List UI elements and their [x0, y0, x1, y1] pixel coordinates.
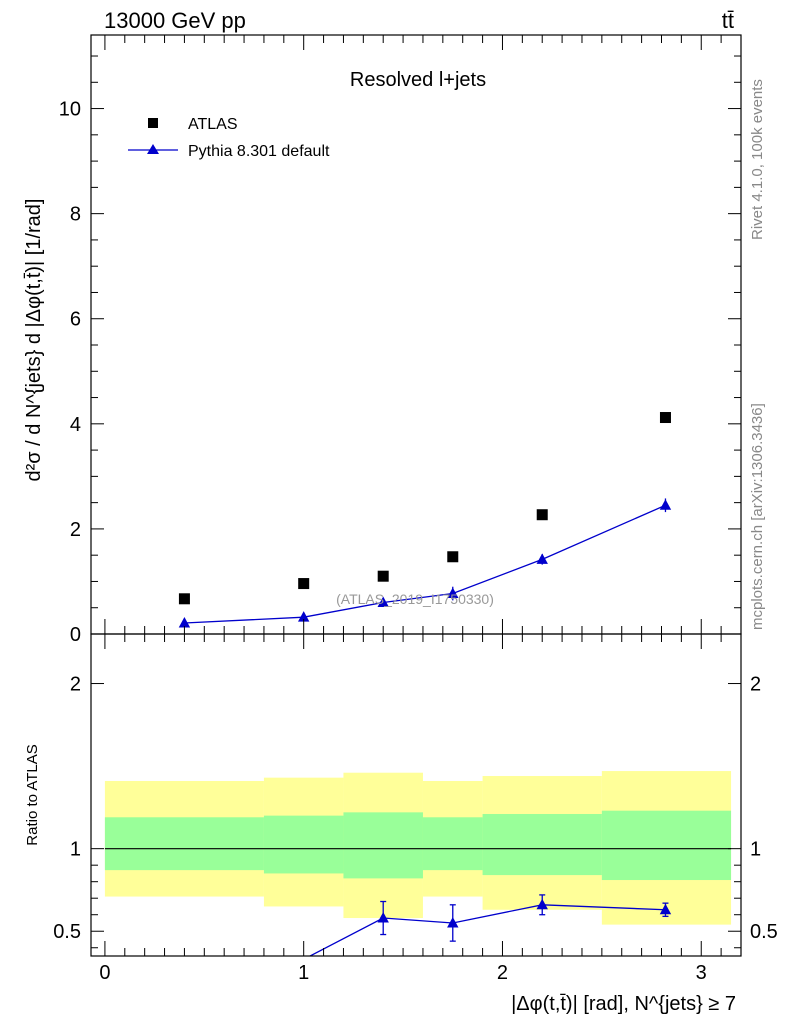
- atlas-data-point: [659, 412, 671, 424]
- ratio-pythia-data-point: [536, 898, 548, 910]
- ratio-y-tick-label-right: 1: [750, 839, 761, 861]
- ratio-uncertainty-band-inner: [482, 813, 602, 876]
- ratio-axis-ticks: 0.5 0.5 1 1 2 2 0 1 2 3: [53, 634, 778, 984]
- ratio-uncertainty-band-inner: [601, 810, 732, 881]
- main-panel: 0 2 4 6 8 10 Resolved l+jets (ATLAS_2019_I175…: [23, 34, 742, 646]
- x-tick-label: 0: [99, 962, 110, 984]
- watermark-label: (ATLAS_2019_I1750330): [336, 591, 494, 607]
- main-y-tick-label: 4: [70, 414, 81, 436]
- main-y-tick-label: 0: [70, 624, 81, 646]
- legend-pythia-marker: [147, 144, 159, 154]
- ratio-bands: [104, 771, 732, 925]
- atlas-data-point: [298, 578, 310, 590]
- main-y-tick-label: 8: [70, 204, 81, 226]
- header-energy-label: 13000 GeV pp: [104, 8, 246, 33]
- legend-atlas-marker: [148, 118, 158, 128]
- pythia-data-point: [377, 596, 389, 607]
- header-process-label: tt̄: [722, 8, 734, 33]
- ratio-panel: 0.5 0.5 1 1 2 2 0 1 2 3 Ratio to ATLAS |Δφ(t,t̄)|…: [24, 633, 778, 1015]
- pythia-data-point: [447, 587, 459, 599]
- main-marks: [178, 412, 672, 628]
- atlas-data-point: [536, 509, 548, 521]
- main-y-axis-label: d²σ / d N^{jets} d |Δφ(t,t̄)| [1/rad]: [23, 199, 45, 482]
- ratio-uncertainty-band-inner: [422, 817, 483, 871]
- legend-atlas-label: ATLAS: [188, 116, 238, 133]
- main-y-tick-label: 2: [70, 519, 81, 541]
- ratio-pythia-data-point: [659, 903, 672, 915]
- ratio-y-tick-label-left: 2: [70, 674, 81, 696]
- pythia-data-point: [297, 611, 310, 622]
- pythia-series-line: [184, 504, 666, 624]
- atlas-data-point: [447, 551, 459, 563]
- ratio-pythia-line: [308, 904, 666, 956]
- main-title: Resolved l+jets: [350, 69, 486, 91]
- legend-pythia-label: Pythia 8.301 default: [188, 143, 330, 160]
- rivet-version-label: Rivet 4.1.0, 100k events: [749, 79, 766, 240]
- atlas-data-point: [377, 570, 389, 582]
- x-axis-label: |Δφ(t,t̄)| [rad], N^{jets} ≥ 7: [511, 993, 736, 1015]
- ratio-pythia-data-point: [377, 912, 389, 923]
- ratio-uncertainty-band-inner: [104, 817, 264, 871]
- main-y-tick-label: 10: [59, 99, 81, 121]
- main-axis-ticks: 0 2 4 6 8 10: [59, 35, 742, 646]
- legend: ATLAS Pythia 8.301 default: [128, 116, 330, 160]
- ratio-y-axis-label: Ratio to ATLAS: [24, 744, 41, 845]
- pythia-data-point: [178, 616, 191, 628]
- pythia-data-point: [659, 499, 672, 510]
- x-tick-label: 2: [497, 962, 508, 984]
- ratio-marks: [308, 894, 672, 956]
- x-tick-label: 1: [298, 962, 309, 984]
- ratio-y-tick-label-right: 0.5: [750, 921, 778, 943]
- main-y-tick-label: 6: [70, 309, 81, 331]
- ratio-y-tick-label-right: 2: [750, 674, 761, 696]
- mcplots-label: mcplots.cern.ch [arXiv:1306.3436]: [749, 403, 766, 630]
- ratio-uncertainty-band-inner: [263, 815, 344, 874]
- ratio-pythia-data-point: [447, 916, 459, 928]
- pythia-data-point: [536, 553, 548, 564]
- x-tick-label: 3: [696, 962, 707, 984]
- ratio-clipped-group: [308, 894, 672, 956]
- ratio-y-tick-label-left: 1: [70, 839, 81, 861]
- ratio-plot-frame: [90, 633, 742, 957]
- atlas-data-point: [178, 593, 190, 605]
- ratio-y-tick-label-left: 0.5: [53, 921, 81, 943]
- ratio-uncertainty-band-inner: [343, 812, 423, 879]
